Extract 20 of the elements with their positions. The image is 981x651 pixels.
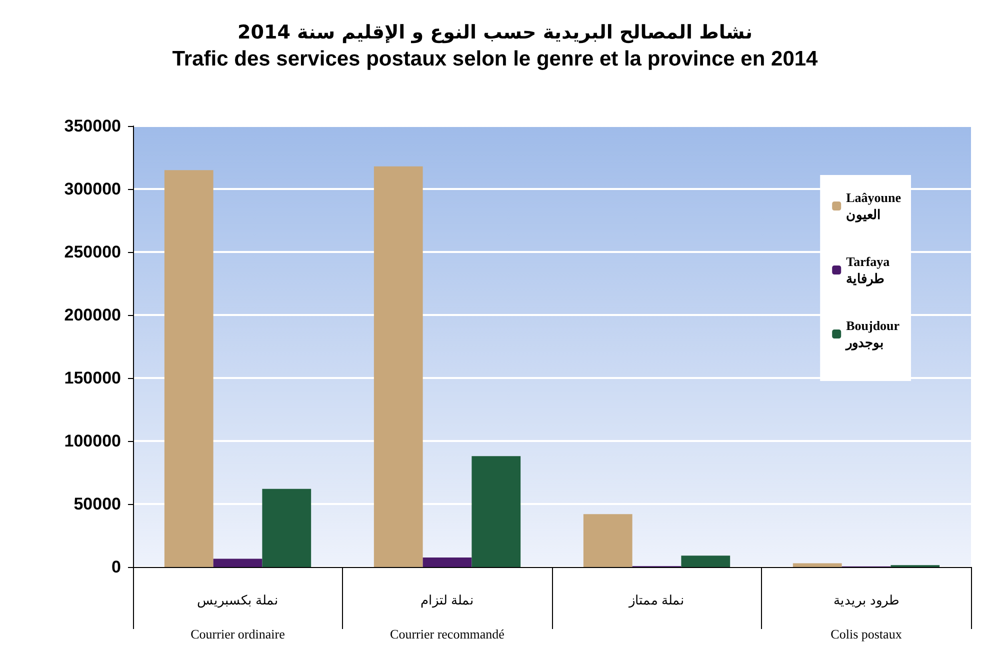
bar [792, 563, 842, 567]
bar [213, 558, 262, 567]
bar [681, 556, 730, 567]
y-tick-label: 0 [112, 558, 121, 576]
y-tick-label: 100000 [64, 432, 121, 450]
x-tick-label: نملة ممتاز [628, 592, 684, 608]
y-tick-label: 300000 [64, 180, 121, 198]
bar [583, 514, 632, 567]
chart-subtitle: Trafic des services postaux selon le genre et la province en 2014 [172, 48, 818, 70]
y-tick-label: 250000 [64, 242, 121, 262]
bar [374, 166, 423, 567]
y-tick-label: 50000 [74, 494, 121, 514]
y-tick-label: 200000 [64, 306, 121, 324]
bar [262, 488, 312, 567]
bar [422, 558, 472, 567]
bar [472, 456, 521, 567]
y-tick-label: 150000 [64, 368, 121, 388]
chart-title: نشاط المصالح البريدية حسب النوع و الإقليم سنة 2014 [238, 22, 752, 44]
bar [164, 170, 214, 567]
y-tick-label: 350000 [64, 116, 121, 136]
